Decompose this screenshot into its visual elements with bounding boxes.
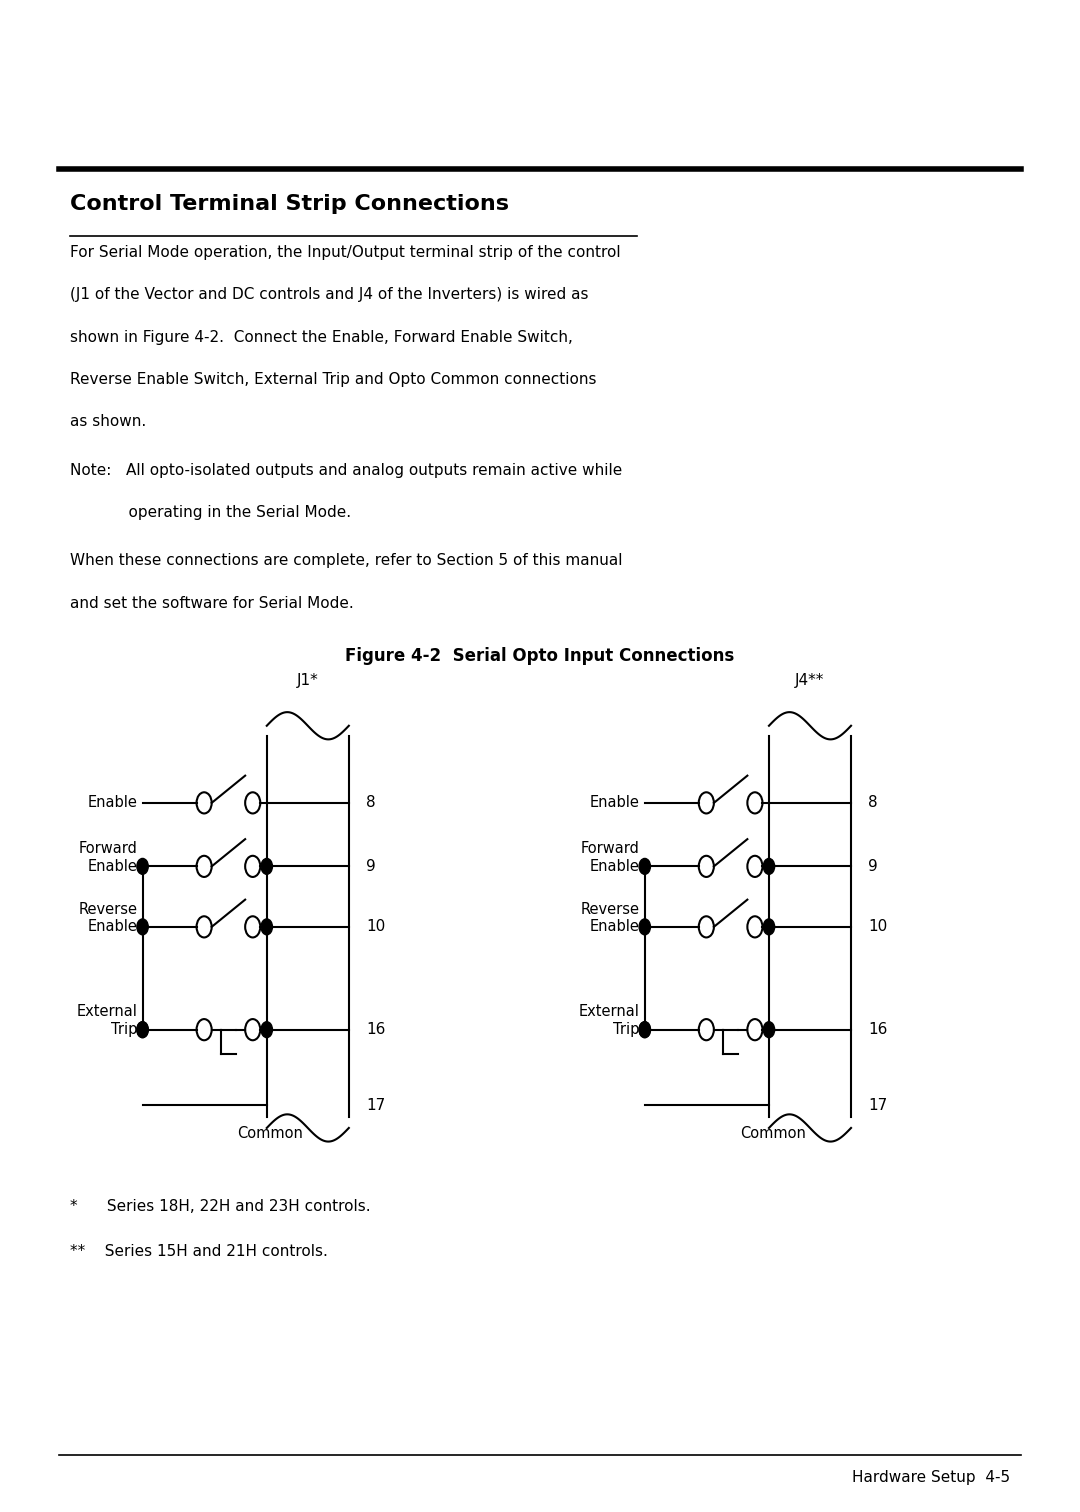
Text: Reverse
Enable: Reverse Enable <box>580 901 639 934</box>
Text: Common: Common <box>238 1126 303 1142</box>
Circle shape <box>261 1022 272 1037</box>
Text: Figure 4-2  Serial Opto Input Connections: Figure 4-2 Serial Opto Input Connections <box>346 647 734 665</box>
Circle shape <box>639 1022 650 1037</box>
Circle shape <box>137 1022 148 1037</box>
Text: 9: 9 <box>868 859 878 874</box>
Text: 16: 16 <box>366 1022 386 1037</box>
Text: J1*: J1* <box>297 673 319 688</box>
Circle shape <box>137 919 148 934</box>
Text: shown in Figure 4-2.  Connect the Enable, Forward Enable Switch,: shown in Figure 4-2. Connect the Enable,… <box>70 330 573 345</box>
Text: Forward
Enable: Forward Enable <box>580 841 639 874</box>
Text: 8: 8 <box>868 795 878 810</box>
Circle shape <box>261 859 272 874</box>
Text: Enable: Enable <box>87 795 137 810</box>
Text: 10: 10 <box>366 919 386 934</box>
Circle shape <box>261 919 272 934</box>
Text: **    Series 15H and 21H controls.: ** Series 15H and 21H controls. <box>70 1244 328 1259</box>
Text: When these connections are complete, refer to Section 5 of this manual: When these connections are complete, ref… <box>70 553 623 569</box>
Text: Control Terminal Strip Connections: Control Terminal Strip Connections <box>70 194 509 213</box>
Text: Common: Common <box>740 1126 806 1142</box>
Text: External
Trip: External Trip <box>579 1004 639 1037</box>
Circle shape <box>764 859 774 874</box>
Text: and set the software for Serial Mode.: and set the software for Serial Mode. <box>70 596 354 611</box>
Text: For Serial Mode operation, the Input/Output terminal strip of the control: For Serial Mode operation, the Input/Out… <box>70 245 621 260</box>
Text: 16: 16 <box>868 1022 888 1037</box>
Text: Reverse Enable Switch, External Trip and Opto Common connections: Reverse Enable Switch, External Trip and… <box>70 372 597 387</box>
Text: J4**: J4** <box>795 673 825 688</box>
Text: Reverse
Enable: Reverse Enable <box>78 901 137 934</box>
Text: Enable: Enable <box>590 795 639 810</box>
Circle shape <box>639 919 650 934</box>
Text: External
Trip: External Trip <box>77 1004 137 1037</box>
Text: Hardware Setup  4-5: Hardware Setup 4-5 <box>852 1470 1010 1485</box>
Circle shape <box>639 859 650 874</box>
Circle shape <box>137 1022 148 1037</box>
Text: *      Series 18H, 22H and 23H controls.: * Series 18H, 22H and 23H controls. <box>70 1199 370 1214</box>
Text: 10: 10 <box>868 919 888 934</box>
Text: as shown.: as shown. <box>70 414 147 429</box>
Circle shape <box>764 1022 774 1037</box>
Text: 17: 17 <box>868 1098 888 1113</box>
Circle shape <box>639 1022 650 1037</box>
Text: 9: 9 <box>366 859 376 874</box>
Text: Forward
Enable: Forward Enable <box>78 841 137 874</box>
Circle shape <box>764 919 774 934</box>
Text: (J1 of the Vector and DC controls and J4 of the Inverters) is wired as: (J1 of the Vector and DC controls and J4… <box>70 287 589 302</box>
Text: 17: 17 <box>366 1098 386 1113</box>
Text: Note:   All opto-isolated outputs and analog outputs remain active while: Note: All opto-isolated outputs and anal… <box>70 463 622 478</box>
Text: operating in the Serial Mode.: operating in the Serial Mode. <box>70 505 351 520</box>
Text: 8: 8 <box>366 795 376 810</box>
Circle shape <box>137 859 148 874</box>
